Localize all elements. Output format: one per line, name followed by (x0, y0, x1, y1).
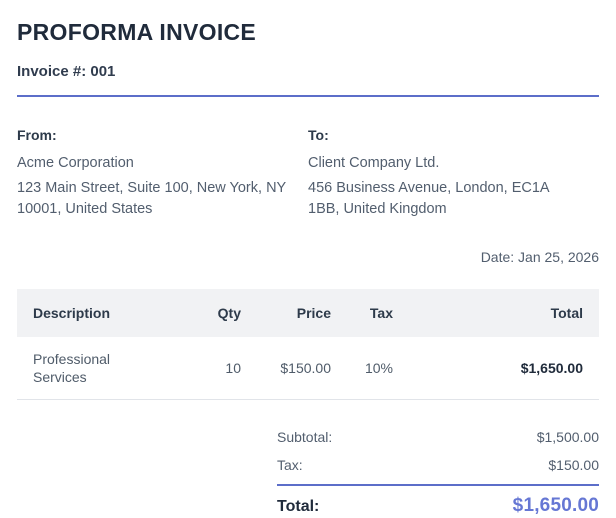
cell-description: Professional Services (17, 337, 177, 400)
cell-total: $1,650.00 (409, 337, 599, 400)
grand-total-row: Total: $1,650.00 (277, 495, 599, 516)
grand-total-label: Total: (277, 498, 320, 515)
totals-section: Subtotal: $1,500.00 Tax: $150.00 Total: … (277, 428, 599, 516)
subtotal-row: Subtotal: $1,500.00 (277, 428, 599, 446)
from-address: 123 Main Street, Suite 100, New York, NY… (17, 180, 286, 217)
to-name: Client Company Ltd. (308, 155, 440, 171)
column-header-total: Total (550, 305, 583, 321)
line-items-table: Description Qty Price Tax Total Professi… (17, 289, 599, 400)
table-row: Professional Services 10 $150.00 10% $1,… (17, 337, 599, 400)
cell-price: $150.00 (257, 337, 347, 400)
parties-section: From: Acme Corporation 123 Main Street, … (17, 125, 599, 220)
from-name: Acme Corporation (17, 155, 134, 171)
column-header-tax: Tax (369, 305, 393, 321)
subtotal-value: $1,500.00 (536, 429, 599, 445)
tax-label: Tax: (277, 457, 303, 473)
subtotal-label: Subtotal: (277, 429, 333, 445)
from-label: From: (17, 127, 57, 143)
column-header-price: Price (296, 305, 331, 321)
table-header-row: Description Qty Price Tax Total (17, 289, 599, 337)
header-divider (17, 95, 599, 97)
column-header-description: Description (33, 305, 111, 321)
to-label: To: (308, 127, 329, 143)
grand-total-value: $1,650.00 (512, 495, 599, 516)
cell-qty: 10 (177, 337, 257, 400)
to-address: 456 Business Avenue, London, EC1A 1BB, U… (308, 180, 549, 217)
invoice-date: Date: Jan 25, 2026 (480, 249, 599, 265)
tax-row: Tax: $150.00 (277, 456, 599, 474)
tax-value: $150.00 (548, 457, 599, 473)
invoice-title: PROFORMA INVOICE (17, 19, 257, 45)
to-block: To: Client Company Ltd. 456 Business Ave… (308, 125, 599, 220)
table-body: Professional Services 10 $150.00 10% $1,… (17, 337, 599, 400)
from-block: From: Acme Corporation 123 Main Street, … (17, 125, 308, 220)
table-header: Description Qty Price Tax Total (17, 289, 599, 337)
invoice-number: Invoice #: 001 (17, 63, 116, 80)
cell-tax: 10% (347, 337, 409, 400)
column-header-qty: Qty (217, 305, 241, 321)
totals-divider (277, 484, 599, 486)
